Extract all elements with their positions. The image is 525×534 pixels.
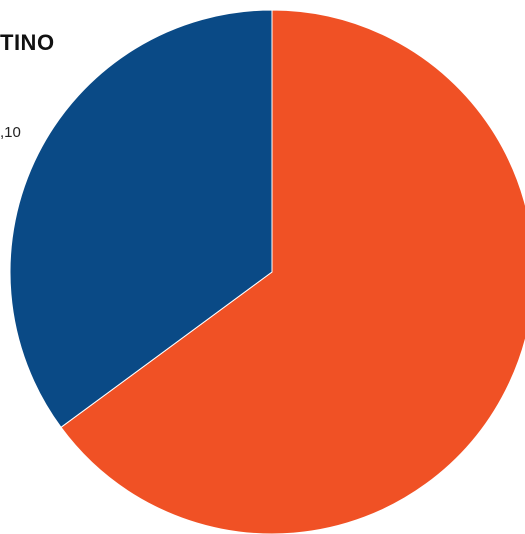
chart-title: TINO	[0, 30, 55, 55]
pie-slice-1	[9, 9, 273, 429]
slice-data-label: ,10	[0, 124, 21, 141]
pie-slices	[9, 9, 525, 534]
pie-slice-0	[60, 9, 525, 534]
